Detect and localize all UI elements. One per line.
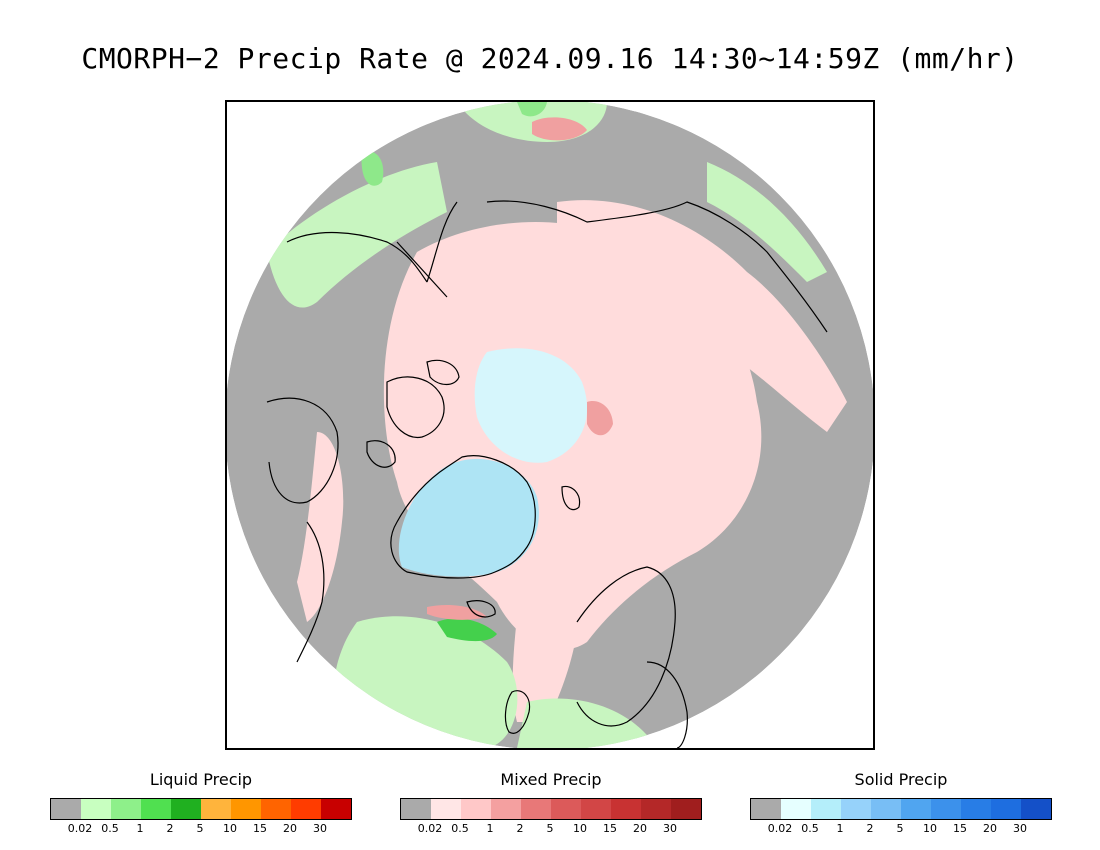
legend-title: Mixed Precip [500, 770, 602, 789]
legend-tick-label: 1 [486, 822, 494, 835]
legend-tick-label: 2 [866, 822, 874, 835]
legend-swatch [961, 799, 991, 819]
legend-swatch [991, 799, 1021, 819]
mixed-precip-strong-kara [587, 401, 613, 436]
legend-tick-label: 0.02 [67, 822, 93, 835]
legend-swatch [1021, 799, 1051, 819]
legend-tick-label: 10 [223, 822, 237, 835]
legend-swatch [431, 799, 461, 819]
liquid-precip-europe [517, 698, 657, 748]
legend-swatch [811, 799, 841, 819]
hudson-bay-coastline [266, 397, 339, 504]
baltic-coastline [646, 661, 688, 748]
legend-swatch [201, 799, 231, 819]
legend-tick-label: 2 [166, 822, 174, 835]
legend-color-bar [50, 798, 352, 820]
legend-swatch [291, 799, 321, 819]
legend-tick-label: 5 [546, 822, 554, 835]
legend-swatch [81, 799, 111, 819]
legend-tick-label: 20 [633, 822, 647, 835]
legend-ticks: 0.02 0.5 1 2 5 10 15 20 30 [750, 820, 1052, 835]
legend-swatch [581, 799, 611, 819]
legend-swatch [901, 799, 931, 819]
solid-precip-greenland [398, 458, 539, 577]
mixed-precip-labrador [297, 432, 344, 622]
legend-tick-label: 5 [196, 822, 204, 835]
uk-coastline [504, 690, 531, 734]
legend-tick-label: 20 [283, 822, 297, 835]
legend-swatch [781, 799, 811, 819]
legend-swatch [401, 799, 431, 819]
legend-swatch [931, 799, 961, 819]
legend-swatch [231, 799, 261, 819]
legend-tick-label: 0.5 [101, 822, 119, 835]
legend-solid-precip: Solid Precip 0.02 0.5 1 2 5 10 15 20 30 [750, 770, 1052, 835]
legend-swatch [321, 799, 351, 819]
iceland-coastline [466, 600, 496, 618]
legend-swatch [141, 799, 171, 819]
us-canada-border [396, 241, 448, 298]
legend-tick-label: 10 [923, 822, 937, 835]
legend-swatch [491, 799, 521, 819]
chart-title: CMORPH−2 Precip Rate @ 2024.09.16 14:30~… [81, 42, 1019, 75]
legend-ticks: 0.02 0.5 1 2 5 10 15 20 30 [400, 820, 702, 835]
legend-tick-label: 0.5 [451, 822, 469, 835]
legend-liquid-precip: Liquid Precip 0.02 0.5 1 2 5 10 15 20 30 [50, 770, 352, 835]
mixed-precip-strong-chukchi [532, 117, 587, 141]
precip-field [227, 102, 873, 748]
legend-tick-label: 10 [573, 822, 587, 835]
legend-tick-label: 0.5 [801, 822, 819, 835]
liquid-precip-east-siberia [707, 162, 827, 282]
svalbard-coastline [561, 485, 581, 511]
canadian-archipelago-coastline [366, 359, 460, 468]
legend-swatch [171, 799, 201, 819]
legend-tick-label: 15 [603, 822, 617, 835]
legend-mixed-precip: Mixed Precip 0.02 0.5 1 2 5 10 15 20 30 [400, 770, 702, 835]
greenland-coastline [390, 455, 536, 579]
labrador-coastline [296, 521, 325, 663]
legend-tick-label: 1 [136, 822, 144, 835]
legend-swatch [51, 799, 81, 819]
mixed-precip-siberia [557, 200, 847, 432]
legend-tick-label: 15 [953, 822, 967, 835]
siberia-coastline [486, 200, 828, 333]
legend-tick-label: 2 [516, 822, 524, 835]
legend-swatch [261, 799, 291, 819]
liquid-precip-strong-alaska [361, 151, 384, 186]
liquid-precip-strong-bering [517, 102, 547, 117]
legend-swatch [751, 799, 781, 819]
legend-swatch [671, 799, 701, 819]
solid-precip-pole [474, 348, 588, 463]
scandinavia-coastline [576, 566, 676, 727]
legend-tick-label: 30 [663, 822, 677, 835]
legend-swatch [641, 799, 671, 819]
legend-tick-label: 1 [836, 822, 844, 835]
legend-title: Liquid Precip [149, 770, 253, 789]
liquid-precip-strong-icelandic-low [437, 618, 497, 642]
legend-color-bar [400, 798, 702, 820]
legend-swatch [611, 799, 641, 819]
mixed-precip-strong-iceland [427, 605, 487, 620]
coastlines [266, 200, 828, 748]
alaska-coastline [286, 201, 458, 283]
legend-swatch [521, 799, 551, 819]
legend-swatch [461, 799, 491, 819]
legend-swatch [841, 799, 871, 819]
legend-tick-label: 20 [983, 822, 997, 835]
legend-swatch [111, 799, 141, 819]
legend-swatch [551, 799, 581, 819]
legend-tick-label: 15 [253, 822, 267, 835]
legend-tick-label: 0.02 [767, 822, 793, 835]
map-frame [225, 100, 875, 750]
polar-precip-map [227, 102, 873, 748]
legend-tick-label: 5 [896, 822, 904, 835]
mixed-precip-norway-sea [512, 519, 580, 722]
legend-ticks: 0.02 0.5 1 2 5 10 15 20 30 [50, 820, 352, 835]
legend-swatch [871, 799, 901, 819]
legend-tick-label: 30 [1013, 822, 1027, 835]
legend-color-bar [750, 798, 1052, 820]
legend-tick-label: 30 [313, 822, 327, 835]
legend-title: Solid Precip [854, 770, 948, 789]
legend-tick-label: 0.02 [417, 822, 443, 835]
